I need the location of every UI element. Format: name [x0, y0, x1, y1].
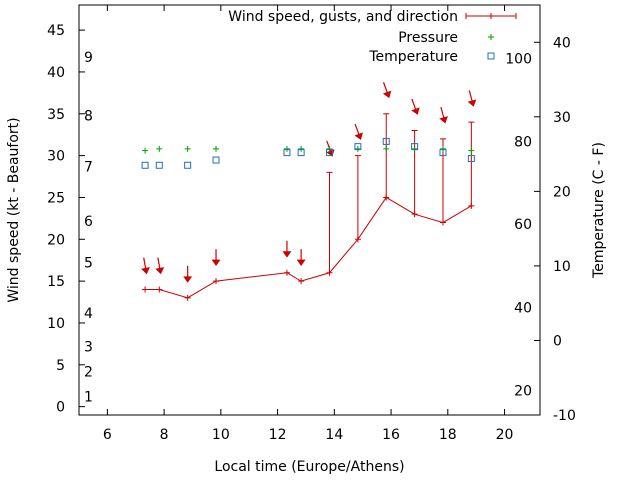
pressure-point: [213, 145, 220, 152]
fahrenheit-label: 20: [514, 383, 532, 399]
x-axis-label: Local time (Europe/Athens): [214, 459, 404, 475]
wind-speed-point: [468, 202, 475, 209]
wind-direction-arrowhead: [155, 267, 165, 275]
legend-label-temperature: Temperature: [368, 49, 458, 65]
wind-direction-arrowhead: [439, 116, 448, 124]
x-tick-label: 8: [160, 427, 169, 443]
wind-speed-point: [184, 294, 191, 301]
pressure-point: [156, 145, 163, 152]
temperature-point: [467, 155, 475, 163]
wind-speed-point: [213, 278, 220, 285]
y2-axis-label: Temperature (C - F): [591, 142, 607, 279]
y-tick-label: 25: [47, 190, 65, 206]
wind-direction-arrowhead: [282, 251, 292, 258]
x-tick-label: 14: [325, 427, 343, 443]
pressure-point: [468, 147, 475, 154]
y2-tick-label: 0: [553, 333, 562, 349]
wind-speed-point: [383, 194, 390, 201]
temperature-point: [326, 149, 334, 157]
pressure-point: [326, 145, 333, 152]
temperature-point: [283, 149, 291, 157]
pressure-point: [383, 145, 390, 152]
temperature-point: [297, 149, 305, 157]
wind-direction-arrowhead: [141, 267, 150, 275]
y-tick-label: 20: [47, 232, 65, 248]
wind-speed-point: [354, 236, 361, 243]
beaufort-label: 8: [84, 108, 93, 124]
legend-label-wind: Wind speed, gusts, and direction: [228, 9, 458, 25]
y-tick-label: 15: [47, 274, 65, 290]
fahrenheit-label: 80: [514, 134, 532, 150]
x-tick-label: 20: [496, 427, 514, 443]
plot-frame: [78, 4, 541, 416]
beaufort-label: 2: [84, 364, 93, 380]
wind-speed-point: [298, 278, 305, 285]
wind-direction-arrowhead: [382, 90, 392, 99]
beaufort-label: 1: [84, 390, 93, 406]
temperature-point: [411, 143, 419, 151]
beaufort-label: 6: [84, 214, 93, 230]
temperature-point: [212, 156, 220, 164]
y2-tick-label: 30: [553, 110, 571, 126]
wind-speed-point: [283, 269, 290, 276]
pressure-point: [298, 145, 305, 152]
beaufort-label: 7: [84, 159, 93, 175]
y2-tick-label: -10: [553, 408, 576, 424]
wind-speed-point: [326, 269, 333, 276]
x-tick-label: 16: [382, 427, 400, 443]
wind-direction-arrowhead: [354, 132, 363, 140]
y-tick-label: 40: [47, 65, 65, 81]
temperature-point: [141, 161, 149, 169]
fahrenheit-label: 100: [505, 52, 532, 68]
wind-speed-line: [145, 196, 472, 299]
y-tick-label: 5: [56, 358, 65, 374]
pressure-point: [354, 145, 361, 152]
y-tick-label: 0: [56, 400, 65, 416]
fahrenheit-label: 40: [514, 301, 532, 317]
x-tick-label: 12: [269, 427, 287, 443]
beaufort-label: 9: [84, 50, 93, 66]
y2-tick-label: 40: [553, 35, 571, 51]
y-tick-label: 45: [47, 23, 65, 39]
x-tick-label: 18: [439, 427, 457, 443]
fahrenheit-label: 60: [514, 217, 532, 233]
pressure-point: [439, 145, 446, 152]
y-axis-label: Wind speed (kt - Beaufort): [6, 117, 22, 302]
beaufort-label: 5: [84, 256, 93, 272]
legend-swatch-pressure: [488, 34, 494, 40]
temperature-point: [354, 143, 362, 151]
legend-swatch-temperature: [487, 52, 495, 60]
wind-direction-arrowhead: [183, 276, 193, 283]
y-tick-label: 35: [47, 107, 65, 123]
wind-direction-arrowhead: [211, 259, 221, 266]
wind-direction-arrowhead: [411, 107, 420, 115]
wind-speed-point: [142, 286, 149, 293]
beaufort-label: 3: [84, 339, 93, 355]
temperature-point: [439, 149, 447, 157]
pressure-point: [283, 145, 290, 152]
pressure-point: [411, 145, 418, 152]
legend-swatch-wind-point: [488, 13, 494, 19]
temperature-point: [382, 137, 390, 145]
y-tick-label: 30: [47, 149, 65, 165]
wind-speed-point: [439, 219, 446, 226]
wind-speed-point: [411, 211, 418, 218]
y2-tick-label: 20: [553, 184, 571, 200]
pressure-point: [142, 147, 149, 154]
wind-direction-arrowhead: [296, 259, 306, 266]
pressure-point: [184, 145, 191, 152]
legend-label-pressure: Pressure: [398, 30, 458, 46]
y2-tick-label: 10: [553, 259, 571, 275]
y-tick-label: 10: [47, 316, 65, 332]
beaufort-label: 4: [84, 306, 93, 322]
temperature-point: [155, 161, 163, 169]
x-tick-label: 6: [103, 427, 112, 443]
x-tick-label: 10: [212, 427, 230, 443]
wind-direction-arrowhead: [467, 99, 477, 107]
wind-speed-point: [156, 286, 163, 293]
temperature-point: [184, 161, 192, 169]
